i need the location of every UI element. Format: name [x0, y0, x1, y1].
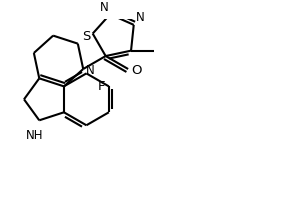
Text: N: N	[100, 1, 108, 13]
Text: F: F	[98, 80, 105, 93]
Text: S: S	[82, 30, 90, 43]
Text: NH: NH	[26, 129, 44, 142]
Text: N: N	[136, 11, 144, 24]
Text: O: O	[132, 64, 142, 77]
Text: N: N	[86, 64, 95, 77]
